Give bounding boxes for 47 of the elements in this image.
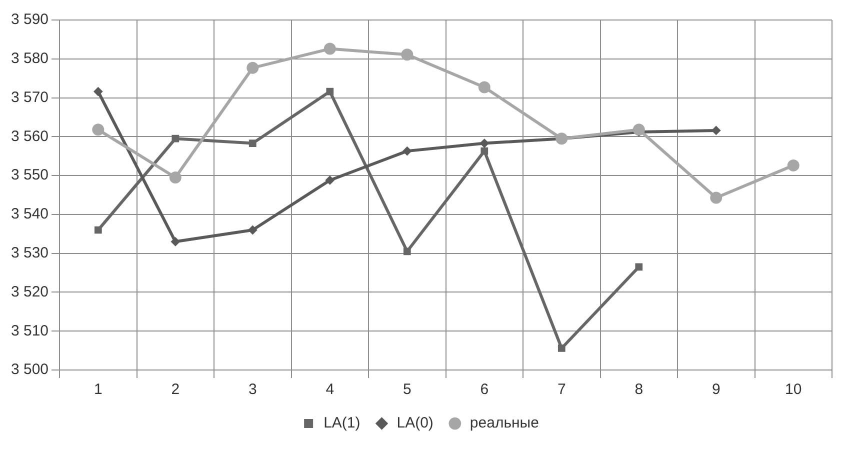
x-tick-label: 6 — [480, 381, 489, 398]
y-tick-label: 3 510 — [10, 322, 49, 340]
point — [480, 147, 488, 155]
x-tick-label: 7 — [557, 381, 566, 398]
point — [324, 42, 336, 55]
legend-label: реальные — [470, 414, 539, 432]
y-tick-label: 3 500 — [10, 361, 49, 378]
x-tick-label: 9 — [712, 381, 720, 398]
x-tick-label: 3 — [248, 381, 257, 398]
y-tick-label: 3 550 — [10, 166, 49, 184]
point — [480, 138, 489, 148]
x-tick-label: 8 — [634, 381, 644, 398]
x-tick-label: 5 — [402, 381, 412, 398]
point — [635, 263, 643, 271]
point — [402, 146, 412, 156]
y-tick-label: 3 570 — [10, 88, 49, 106]
point — [172, 134, 180, 142]
y-tick-label: 3 520 — [10, 283, 49, 300]
y-tick-label: 3 590 — [10, 11, 49, 28]
point — [401, 48, 414, 61]
point — [558, 344, 566, 352]
y-tick-label: 3 530 — [10, 244, 49, 262]
legend-label: LA(0) — [396, 414, 434, 432]
x-tick-label: 1 — [94, 381, 102, 398]
point — [478, 81, 490, 94]
point — [248, 226, 258, 234]
point — [787, 159, 800, 172]
y-tick-label: 3 540 — [10, 206, 49, 223]
x-tick-label: 2 — [171, 381, 180, 398]
point — [246, 62, 259, 74]
point — [632, 124, 645, 136]
point — [403, 248, 411, 256]
legend-label: LA(1) — [324, 414, 360, 432]
y-tick-label: 3 560 — [10, 128, 49, 145]
point — [169, 172, 182, 184]
point — [170, 237, 180, 246]
point — [710, 192, 722, 204]
y-tick-label: 3 580 — [10, 50, 49, 68]
point — [248, 140, 256, 147]
point — [712, 126, 721, 135]
point — [326, 88, 334, 96]
x-tick-label: 10 — [785, 381, 802, 398]
x-tick-label: 4 — [326, 381, 334, 398]
point — [94, 87, 103, 96]
point — [94, 226, 102, 234]
point — [325, 176, 334, 185]
point — [92, 124, 104, 136]
